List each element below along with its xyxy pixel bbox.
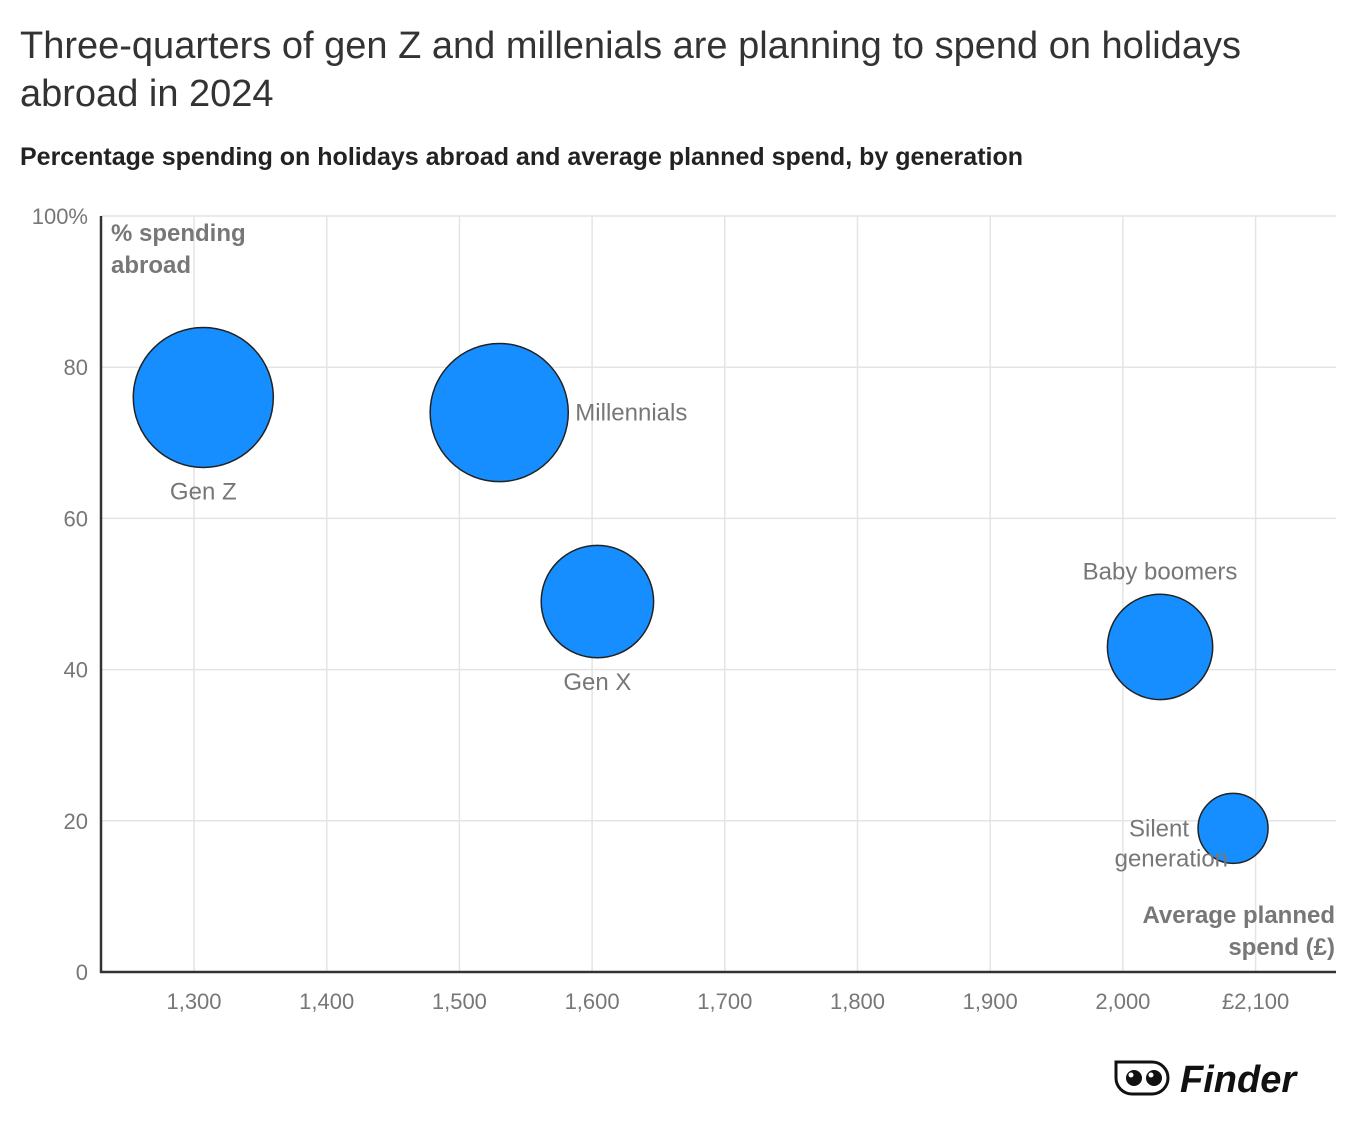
x-tick-label: 2,000 — [1095, 989, 1150, 1014]
bubble-label: Gen Z — [170, 478, 237, 505]
bubble — [429, 342, 570, 483]
y-tick-label: 100% — [32, 204, 88, 229]
y-tick-label: 0 — [76, 960, 88, 985]
x-tick-label: 1,300 — [166, 989, 221, 1014]
x-tick-label: 1,700 — [697, 989, 752, 1014]
x-tick-label: 1,600 — [565, 989, 620, 1014]
y-tick-label: 20 — [64, 809, 88, 834]
x-axis-title: Average planned spend (£) — [1142, 902, 1335, 961]
y-tick-label: 40 — [64, 658, 88, 683]
y-tick-label: 60 — [64, 506, 88, 531]
eyes-icon — [1114, 1060, 1170, 1096]
x-tick-label: 1,400 — [299, 989, 354, 1014]
bubble-label: Baby boomers — [1083, 558, 1238, 585]
svg-text:Finder: Finder — [1180, 1059, 1298, 1098]
bubble — [1106, 593, 1214, 701]
x-tick-label: 1,500 — [432, 989, 487, 1014]
chart-subtitle: Percentage spending on holidays abroad a… — [20, 143, 1024, 171]
y-tick-label: 80 — [64, 355, 88, 380]
bubble — [132, 326, 275, 469]
bubble-label: Gen X — [563, 669, 631, 696]
y-axis-title: % spending abroad — [111, 220, 246, 279]
x-tick-label: 1,900 — [963, 989, 1018, 1014]
bubble — [540, 544, 655, 659]
bubble-label: Silent generation — [1115, 815, 1228, 872]
bubble-label: Millennials — [575, 400, 687, 427]
bubble — [1197, 792, 1269, 865]
x-tick-label: £2,100 — [1222, 989, 1289, 1014]
chart-title: Three-quarters of gen Z and millenials a… — [20, 25, 1241, 115]
x-tick-label: 1,800 — [830, 989, 885, 1014]
finder-logo: Finder — [1114, 1059, 1298, 1098]
